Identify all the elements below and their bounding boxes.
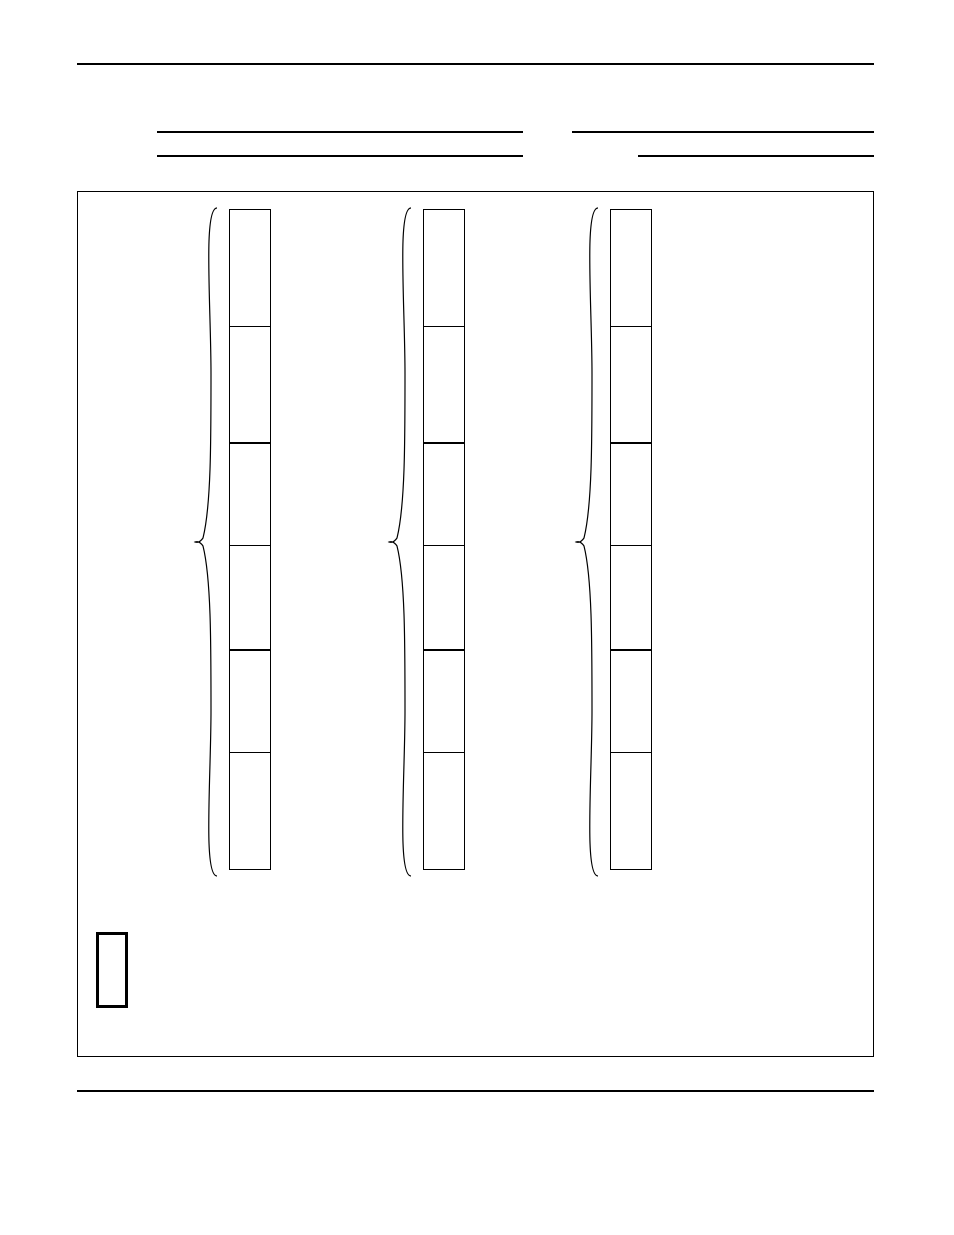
stack-middle-cell-0: [423, 209, 465, 327]
stack-left-cell-5: [229, 752, 271, 870]
stack-left-cell-3: [229, 545, 271, 651]
stack-left-cell-4: [229, 649, 271, 753]
stack-right: [610, 209, 652, 870]
stack-middle-cell-1: [423, 326, 465, 444]
stack-left: [229, 209, 271, 870]
stack-middle-cell-2: [423, 442, 465, 546]
subrule-right-1: [572, 131, 874, 133]
stack-right-cell-5: [610, 752, 652, 870]
stack-right-cell-3: [610, 545, 652, 651]
stack-left-cell-2: [229, 442, 271, 546]
stack-middle-cell-4: [423, 649, 465, 753]
page: [0, 0, 954, 1235]
bottom-rule: [77, 1090, 874, 1092]
stack-right-cell-0: [610, 209, 652, 327]
stack-right-cell-1: [610, 326, 652, 444]
top-rule: [77, 63, 874, 65]
stack-left-cell-1: [229, 326, 271, 444]
stack-middle-cell-5: [423, 752, 465, 870]
stack-middle-cell-3: [423, 545, 465, 651]
subrule-left-1: [157, 131, 523, 133]
figure-box: [77, 191, 874, 1057]
stack-middle: [423, 209, 465, 870]
stack-right-cell-4: [610, 649, 652, 753]
subrule-right-2: [638, 155, 874, 157]
stack-right-cell-2: [610, 442, 652, 546]
subrule-left-2: [157, 155, 523, 157]
stack-left-cell-0: [229, 209, 271, 327]
key-box: [96, 932, 128, 1008]
